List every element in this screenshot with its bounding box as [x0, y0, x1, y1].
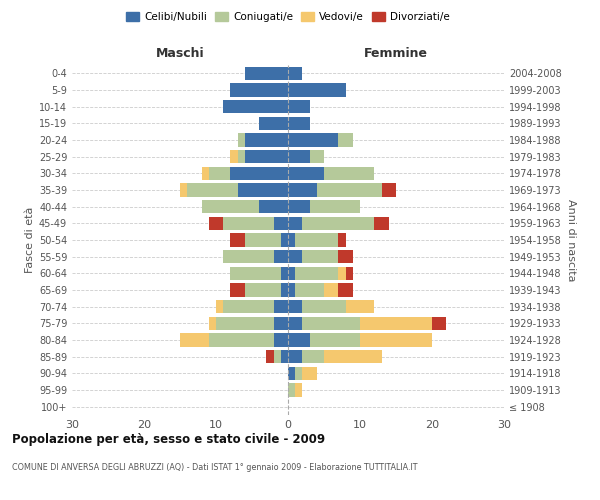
Bar	[288, 350, 302, 364]
Bar	[288, 334, 310, 346]
Bar	[288, 200, 310, 213]
Bar	[230, 84, 288, 96]
Bar	[245, 66, 288, 80]
Bar	[281, 284, 288, 296]
Bar	[288, 66, 302, 80]
Bar	[274, 316, 288, 330]
Bar	[295, 266, 338, 280]
Bar	[317, 184, 382, 196]
Bar	[302, 350, 324, 364]
Bar	[324, 166, 374, 180]
Bar	[281, 266, 288, 280]
Bar	[288, 266, 295, 280]
Bar	[245, 134, 288, 146]
Bar	[209, 166, 230, 180]
Bar	[274, 216, 288, 230]
Text: Femmine: Femmine	[364, 47, 428, 60]
Bar	[288, 384, 295, 396]
Bar	[302, 300, 346, 314]
Bar	[245, 284, 281, 296]
Bar	[338, 266, 346, 280]
Y-axis label: Fasce di età: Fasce di età	[25, 207, 35, 273]
Bar	[338, 234, 346, 246]
Bar	[288, 100, 310, 114]
Bar	[216, 300, 223, 314]
Bar	[223, 100, 288, 114]
Bar	[187, 184, 238, 196]
Legend: Celibi/Nubili, Coniugati/e, Vedovi/e, Divorziati/e: Celibi/Nubili, Coniugati/e, Vedovi/e, Di…	[122, 8, 454, 26]
Bar	[382, 184, 396, 196]
Bar	[202, 200, 259, 213]
Bar	[360, 334, 432, 346]
Bar	[245, 150, 288, 164]
Bar	[202, 166, 209, 180]
Bar	[209, 316, 216, 330]
Bar	[432, 316, 446, 330]
Bar	[288, 216, 302, 230]
Bar	[295, 384, 302, 396]
Bar	[338, 134, 353, 146]
Bar	[302, 316, 360, 330]
Bar	[288, 300, 302, 314]
Bar	[288, 166, 324, 180]
Bar	[295, 234, 338, 246]
Bar	[324, 350, 382, 364]
Bar	[274, 250, 288, 264]
Bar	[295, 366, 302, 380]
Bar	[346, 266, 353, 280]
Bar	[274, 300, 288, 314]
Bar	[274, 334, 288, 346]
Bar	[310, 200, 360, 213]
Bar	[281, 234, 288, 246]
Bar	[230, 284, 245, 296]
Bar	[238, 134, 245, 146]
Bar	[302, 250, 338, 264]
Bar	[288, 184, 317, 196]
Bar	[230, 150, 238, 164]
Bar	[288, 284, 295, 296]
Bar	[288, 316, 302, 330]
Bar	[216, 316, 274, 330]
Bar	[223, 216, 274, 230]
Bar	[281, 350, 288, 364]
Bar	[302, 366, 317, 380]
Bar	[230, 266, 281, 280]
Bar	[274, 350, 281, 364]
Y-axis label: Anni di nascita: Anni di nascita	[566, 198, 576, 281]
Bar	[230, 234, 245, 246]
Bar	[338, 250, 353, 264]
Bar	[288, 116, 310, 130]
Bar	[209, 334, 274, 346]
Bar	[180, 334, 209, 346]
Bar	[310, 150, 324, 164]
Bar	[346, 300, 374, 314]
Bar	[238, 184, 288, 196]
Bar	[324, 284, 338, 296]
Text: COMUNE DI ANVERSA DEGLI ABRUZZI (AQ) - Dati ISTAT 1° gennaio 2009 - Elaborazione: COMUNE DI ANVERSA DEGLI ABRUZZI (AQ) - D…	[12, 462, 418, 471]
Bar	[288, 134, 338, 146]
Bar	[295, 284, 324, 296]
Bar	[310, 334, 360, 346]
Bar	[266, 350, 274, 364]
Bar	[259, 116, 288, 130]
Bar	[302, 216, 374, 230]
Bar	[180, 184, 187, 196]
Bar	[209, 216, 223, 230]
Bar	[288, 84, 346, 96]
Text: Popolazione per età, sesso e stato civile - 2009: Popolazione per età, sesso e stato civil…	[12, 432, 325, 446]
Bar	[374, 216, 389, 230]
Bar	[360, 316, 432, 330]
Bar	[338, 284, 353, 296]
Bar	[223, 300, 274, 314]
Bar	[230, 166, 288, 180]
Bar	[288, 250, 302, 264]
Bar	[288, 366, 295, 380]
Bar	[259, 200, 288, 213]
Bar	[238, 150, 245, 164]
Bar	[223, 250, 274, 264]
Bar	[245, 234, 281, 246]
Bar	[288, 150, 310, 164]
Bar	[288, 234, 295, 246]
Text: Maschi: Maschi	[155, 47, 205, 60]
